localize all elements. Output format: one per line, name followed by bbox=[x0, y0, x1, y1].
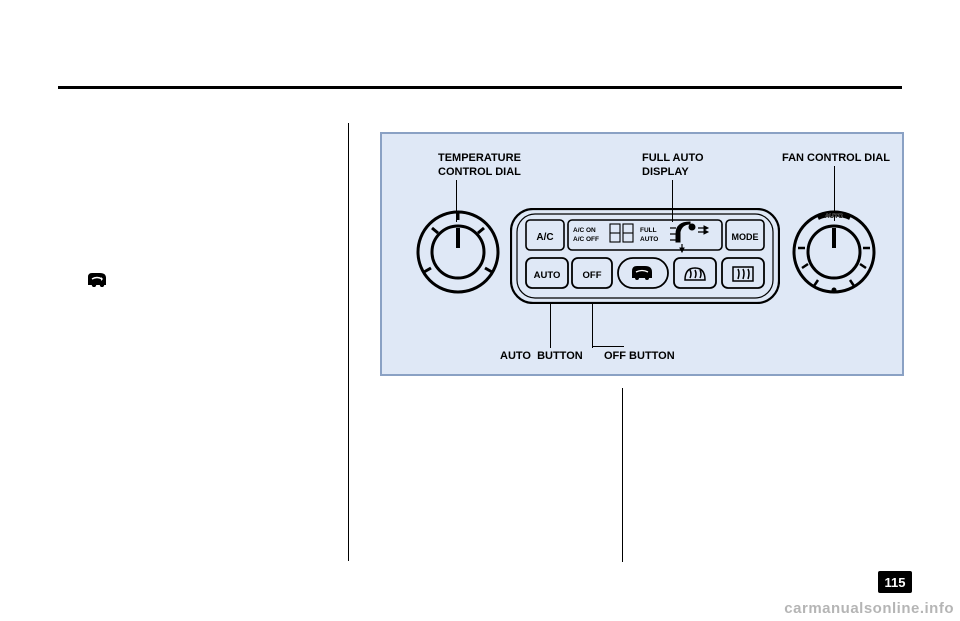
temperature-dial bbox=[414, 208, 502, 296]
label-off-button: OFF BUTTON bbox=[604, 350, 675, 364]
top-rule bbox=[58, 86, 902, 89]
callout-line bbox=[550, 302, 551, 348]
column-divider-right bbox=[622, 388, 623, 562]
svg-text:A/C OFF: A/C OFF bbox=[573, 236, 599, 243]
label-fan-control-dial: FAN CONTROL DIAL bbox=[782, 152, 890, 166]
control-panel: A/C A/C ON A/C OFF FULL AUTO MODE bbox=[510, 208, 780, 304]
watermark: carmanualsonline.info bbox=[784, 600, 954, 617]
svg-text:AUTO: AUTO bbox=[825, 213, 843, 220]
page-number-badge: 115 bbox=[878, 571, 912, 593]
callout-line bbox=[592, 302, 593, 348]
callout-line bbox=[592, 346, 624, 347]
svg-text:AUTO: AUTO bbox=[534, 270, 561, 281]
label-temperature-dial: TEMPERATURE CONTROL DIAL bbox=[438, 152, 521, 180]
recirculation-icon bbox=[86, 271, 112, 292]
svg-text:A/C ON: A/C ON bbox=[573, 227, 596, 234]
svg-text:OFF: OFF bbox=[583, 270, 602, 281]
svg-text:AUTO: AUTO bbox=[640, 236, 658, 243]
ac-button-text: A/C bbox=[536, 232, 553, 243]
climate-control-diagram: TEMPERATURE CONTROL DIAL FULL AUTO DISPL… bbox=[380, 132, 904, 376]
fan-control-dial: AUTO AUTO bbox=[790, 208, 878, 296]
svg-text:MODE: MODE bbox=[732, 232, 759, 242]
page-number: 115 bbox=[885, 575, 906, 590]
svg-text:FULL: FULL bbox=[640, 227, 657, 234]
label-auto-button: AUTO BUTTON bbox=[500, 350, 583, 364]
label-full-auto-display: FULL AUTO DISPLAY bbox=[642, 152, 704, 180]
column-divider-left bbox=[348, 123, 349, 561]
